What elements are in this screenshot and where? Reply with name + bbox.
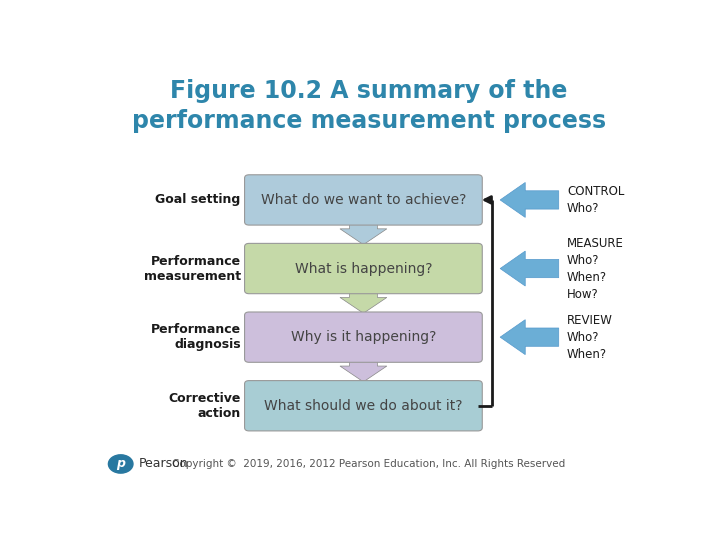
Text: What do we want to achieve?: What do we want to achieve? [261,193,466,207]
Text: Copyright ©  2019, 2016, 2012 Pearson Education, Inc. All Rights Reserved: Copyright © 2019, 2016, 2012 Pearson Edu… [172,459,566,469]
Text: MEASURE
Who?
When?
How?: MEASURE Who? When? How? [567,237,624,301]
Polygon shape [500,183,559,218]
Polygon shape [340,224,387,245]
FancyBboxPatch shape [245,175,482,225]
Polygon shape [340,293,387,313]
Text: p: p [116,457,125,470]
Polygon shape [340,361,387,382]
Circle shape [109,455,133,473]
Text: Corrective
action: Corrective action [168,392,240,420]
Text: Pearson: Pearson [138,457,188,470]
Text: Goal setting: Goal setting [156,193,240,206]
FancyBboxPatch shape [245,381,482,431]
Text: What is happening?: What is happening? [294,261,432,275]
Text: What should we do about it?: What should we do about it? [264,399,463,413]
Text: Why is it happening?: Why is it happening? [291,330,436,344]
Text: Performance
measurement: Performance measurement [143,254,240,282]
FancyBboxPatch shape [245,312,482,362]
Text: Figure 10.2 A summary of the
performance measurement process: Figure 10.2 A summary of the performance… [132,79,606,133]
FancyBboxPatch shape [245,244,482,294]
Polygon shape [500,320,559,355]
Text: REVIEW
Who?
When?: REVIEW Who? When? [567,314,613,361]
Text: Performance
diagnosis: Performance diagnosis [150,323,240,351]
Text: CONTROL
Who?: CONTROL Who? [567,185,624,215]
Polygon shape [500,251,559,286]
